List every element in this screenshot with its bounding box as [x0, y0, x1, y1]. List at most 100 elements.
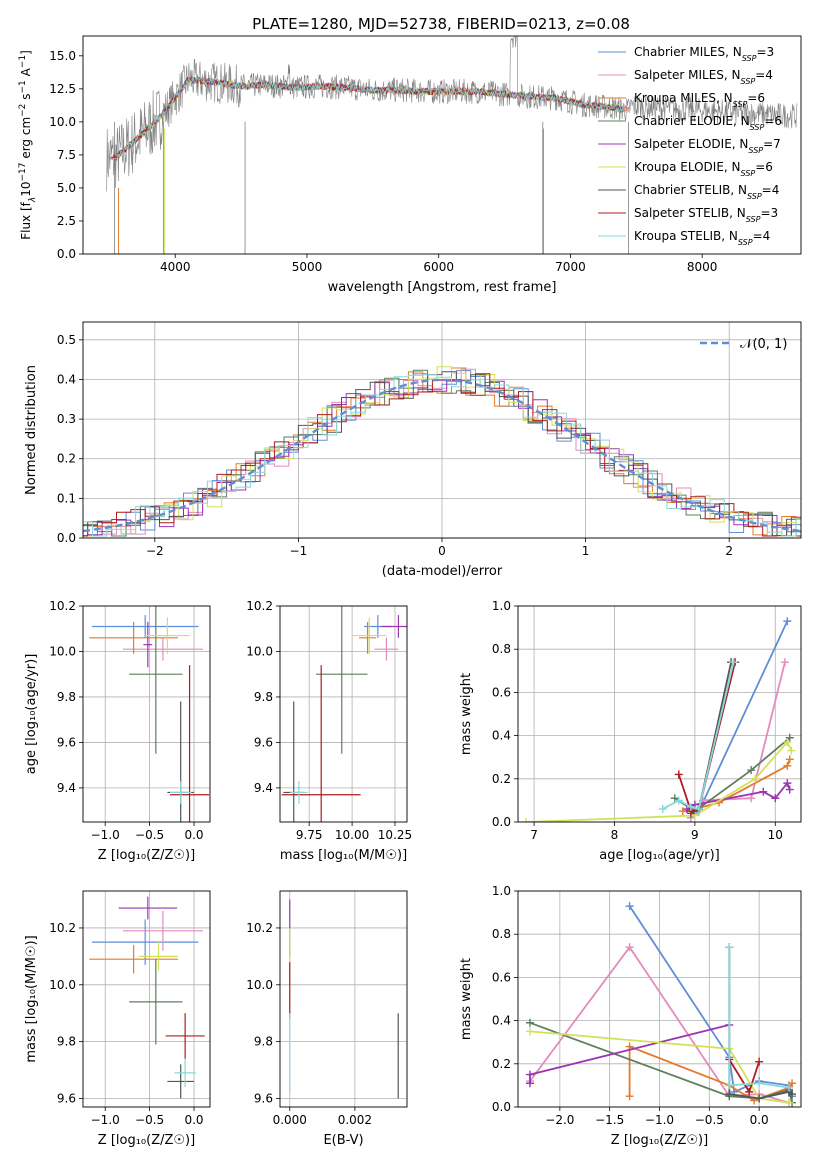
axes-frame [517, 605, 802, 823]
x-tick-label: 8000 [687, 260, 718, 274]
data-point-marker [686, 802, 695, 811]
error-bar-point [89, 945, 179, 974]
x-tick-label: 8 [611, 828, 619, 842]
x-axis-label: (data-model)/error [382, 564, 503, 579]
data-point-marker [747, 794, 756, 803]
x-tick-label: 7000 [555, 260, 586, 274]
figure-title: PLATE=1280, MJD=52738, FIBERID=0213, z=0… [252, 15, 630, 33]
x-axis-label: age [log₁₀(age/yr)] [599, 848, 720, 863]
data-point-marker [783, 617, 792, 626]
data-point-marker [678, 807, 687, 816]
axes-frame [82, 35, 802, 255]
x-tick-label: 9.75 [296, 828, 323, 842]
y-tick-label: 0.0 [57, 531, 76, 545]
model-fit-line [114, 76, 624, 160]
data-point-marker [525, 1070, 534, 1079]
data-point-marker [674, 770, 683, 779]
error-bar-point [129, 959, 183, 1045]
data-point-marker [658, 805, 667, 814]
legend-entry: Chabrier MILES, NSSP=3 [634, 45, 774, 63]
error-bar-point [143, 621, 153, 668]
y-tick-label: 10.2 [49, 921, 76, 935]
mass-weight-line [690, 661, 786, 819]
residuals-plot-area [83, 366, 801, 537]
age-vs-Z-plot-area [89, 606, 210, 822]
x-tick-label: −1.5 [595, 1113, 624, 1127]
x-tick-label: −2.0 [545, 1113, 574, 1127]
x-axis-label: mass [log₁₀(M/M☉)] [280, 848, 407, 863]
histogram-step [83, 374, 801, 537]
error-bar-point [129, 606, 183, 754]
mass-weight-line [674, 737, 791, 813]
gaussian-curve [83, 378, 801, 533]
observed-spectrum-line [106, 36, 798, 192]
data-point-marker [674, 796, 683, 805]
y-axis-label: Flux [fλ10−17 erg cm−2 s−1 A−1] [18, 50, 38, 240]
x-tick-label: 2 [725, 544, 733, 558]
x-tick-label: 0 [438, 544, 446, 558]
data-point-marker [670, 794, 679, 803]
data-point-marker [785, 1098, 794, 1107]
mass-weight-line [690, 662, 732, 815]
y-tick-label: 0.6 [492, 685, 511, 699]
x-axis-label: Z [log₁₀(Z/Z☉)] [98, 1133, 195, 1148]
y-tick-label: 9.8 [57, 1035, 76, 1049]
y-axis-label: mass weight [459, 958, 474, 1040]
y-tick-label: 10.2 [49, 599, 76, 613]
error-bar-point [174, 1058, 196, 1088]
mass-vs-EBV-panel: 0.000 0.002 9.6 9.8 10.0 10.2 E(B-V) [246, 890, 408, 1148]
error-bar-point [352, 617, 387, 654]
data-point-marker [525, 1079, 534, 1088]
data-point-marker [755, 1094, 764, 1103]
y-tick-label: 10.0 [246, 644, 273, 658]
y-tick-label: 0.2 [492, 1057, 511, 1071]
x-tick-label: 7 [530, 828, 538, 842]
legend-entry: Chabrier STELIB, NSSP=4 [634, 183, 779, 201]
axes-frame [82, 890, 211, 1108]
x-tick-label: −0.5 [695, 1113, 724, 1127]
data-point-marker [783, 779, 792, 788]
x-tick-label: 1 [582, 544, 590, 558]
mass-vs-EBV-plot-area [289, 899, 399, 1099]
age-vs-Z-panel: −1.0 −0.5 0.0 9.4 9.6 9.8 10.0 10.2 Z [log₁₀(Z/Z… [24, 599, 211, 863]
mass-weight-line [628, 1045, 793, 1102]
y-axis-label: age [log₁₀(age/yr)] [24, 654, 39, 775]
x-tick-label: 0.0 [750, 1113, 769, 1127]
error-bar-point [281, 665, 361, 822]
x-tick-label: −1.0 [91, 1113, 120, 1127]
error-bar-point [290, 781, 308, 804]
x-axis-label: wavelength [Angstrom, rest frame] [328, 280, 557, 295]
y-tick-label: 15.0 [49, 49, 76, 63]
y-tick-label: 9.8 [254, 690, 273, 704]
error-bar-point [165, 1013, 205, 1059]
weight-vs-age-plot-area [522, 617, 796, 822]
x-tick-label: −0.5 [135, 828, 164, 842]
histogram-step [83, 373, 801, 537]
legend-entry: Kroupa ELODIE, NSSP=6 [634, 160, 773, 178]
error-bar-point [138, 942, 179, 971]
data-point-marker [755, 1057, 764, 1066]
data-point-marker [785, 733, 794, 742]
spectrum-plot-area [106, 36, 798, 254]
error-bar-point [170, 781, 192, 804]
error-bar-point [381, 615, 407, 638]
data-point-marker [759, 787, 768, 796]
y-tick-label: 10.0 [49, 644, 76, 658]
y-tick-label: 0.1 [57, 491, 76, 505]
data-point-marker [690, 811, 699, 820]
x-axis-label: E(B-V) [323, 1133, 363, 1148]
y-tick-label: 0.4 [492, 729, 511, 743]
legend-entry: Kroupa STELIB, NSSP=4 [634, 229, 770, 247]
data-point-marker [625, 1092, 634, 1101]
error-bar-point [358, 621, 377, 654]
data-point-marker [725, 1081, 734, 1090]
spectrum-legend: Chabrier MILES, NSSP=3 Salpeter MILES, NS… [598, 45, 782, 247]
y-tick-label: 10.2 [246, 921, 273, 935]
data-point-marker [755, 1079, 764, 1088]
data-point-marker [625, 902, 634, 911]
data-point-marker [729, 658, 738, 667]
x-tick-label: 10.25 [378, 828, 412, 842]
data-point-marker [780, 658, 789, 667]
y-tick-label: 0.0 [492, 1100, 511, 1114]
data-point-marker [751, 774, 760, 783]
